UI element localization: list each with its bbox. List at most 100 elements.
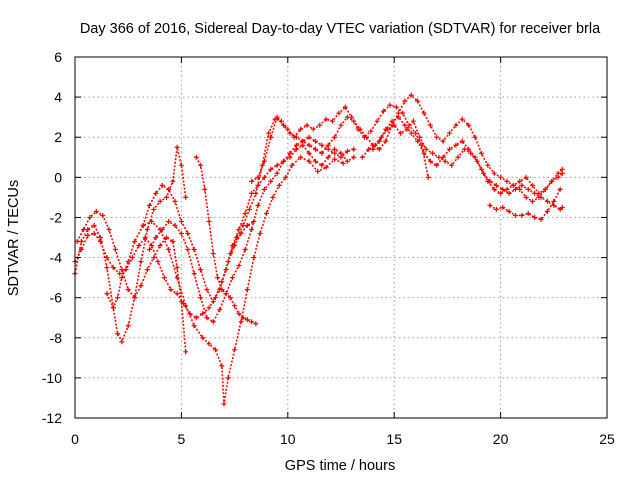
y-tick-label: 0 [54, 169, 62, 185]
data-point [227, 251, 233, 257]
y-tick-label: 4 [54, 89, 62, 105]
data-point [185, 247, 191, 253]
data-point [170, 178, 176, 184]
data-point [191, 323, 197, 329]
data-point [300, 138, 306, 144]
data-point [244, 287, 250, 293]
data-point [78, 239, 84, 245]
axis-ticks [74, 56, 608, 419]
data-point [387, 102, 393, 108]
data-point [312, 138, 318, 144]
x-axis-label: GPS time / hours [285, 458, 395, 474]
data-point [151, 255, 157, 261]
data-point [251, 255, 257, 261]
data-point [100, 212, 106, 218]
series-6-trace [148, 136, 355, 323]
data-point [174, 265, 180, 271]
data-point [504, 186, 510, 192]
data-point [408, 92, 414, 98]
data-point [178, 218, 184, 224]
data-point [506, 190, 512, 196]
data-point [351, 118, 357, 124]
data-point [372, 142, 378, 148]
data-point [283, 174, 289, 180]
data-point [104, 265, 110, 271]
data-point [555, 174, 561, 180]
data-point [289, 162, 295, 168]
series-10-trace [372, 116, 563, 203]
data-point [472, 134, 478, 140]
data-point [349, 114, 355, 120]
data-point [266, 130, 272, 136]
data-point [400, 110, 406, 116]
data-point [491, 170, 497, 176]
data-point [512, 186, 518, 192]
data-point [332, 156, 338, 162]
data-point [298, 154, 304, 160]
data-point [344, 148, 350, 154]
data-point [144, 226, 150, 232]
data-point [119, 275, 125, 281]
data-point [519, 212, 525, 218]
data-point [378, 134, 384, 140]
data-point [491, 186, 497, 192]
data-point [132, 295, 138, 301]
data-point [157, 243, 163, 249]
data-point [276, 182, 282, 188]
data-point [434, 162, 440, 168]
data-point [229, 275, 235, 281]
data-point [474, 158, 480, 164]
data-point [423, 146, 429, 152]
data-point [504, 178, 510, 184]
data-point [538, 216, 544, 222]
data-point [487, 202, 493, 208]
data-point [244, 317, 250, 323]
data-point [510, 182, 516, 188]
data-point [261, 186, 267, 192]
data-point [198, 295, 204, 301]
data-point [440, 154, 446, 160]
data-point [325, 154, 331, 160]
data-point [204, 287, 210, 293]
data-point [253, 190, 259, 196]
y-tick-label: -10 [42, 370, 62, 386]
data-point [78, 247, 84, 253]
data-point [393, 104, 399, 110]
data-point [500, 186, 506, 192]
data-point [544, 208, 550, 214]
data-point [310, 126, 316, 132]
data-point [485, 162, 491, 168]
x-tick-label: 10 [280, 431, 296, 447]
data-point [217, 287, 223, 293]
data-point [104, 291, 110, 297]
data-point [153, 190, 159, 196]
data-point [249, 226, 255, 232]
x-tick-label: 25 [599, 431, 615, 447]
data-point [329, 118, 335, 124]
data-point [198, 162, 204, 168]
data-point [319, 150, 325, 156]
x-tick-label: 15 [386, 431, 402, 447]
data-point [138, 259, 144, 265]
data-point [164, 235, 170, 240]
data-point [261, 174, 267, 180]
data-point [238, 319, 244, 325]
data-point [517, 186, 523, 192]
data-point [115, 295, 121, 301]
data-point [115, 331, 121, 337]
data-point [193, 154, 199, 160]
data-point [315, 168, 321, 174]
data-point [91, 230, 97, 236]
grid-lines [75, 57, 607, 418]
data-point [270, 194, 276, 200]
data-point [557, 186, 563, 192]
data-point [204, 315, 210, 321]
data-point [493, 182, 499, 188]
data-point [338, 122, 344, 128]
data-point [191, 247, 197, 253]
data-point [398, 130, 404, 136]
data-point [325, 142, 331, 148]
data-point [436, 154, 442, 160]
data-point [151, 206, 157, 212]
